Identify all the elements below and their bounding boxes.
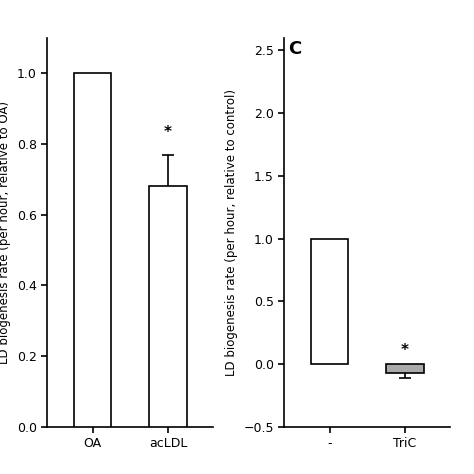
Bar <box>74 73 111 427</box>
Y-axis label: LD biogenesis rate (per hour, relative to control): LD biogenesis rate (per hour, relative t… <box>225 89 238 376</box>
Bar <box>386 364 424 373</box>
Text: *: * <box>164 126 172 140</box>
Y-axis label: LD biogenesis rate (per hour, relative to OA): LD biogenesis rate (per hour, relative t… <box>0 101 11 364</box>
Text: C: C <box>288 40 301 58</box>
Bar <box>311 238 348 364</box>
Text: *: * <box>401 343 409 358</box>
Bar <box>149 186 187 427</box>
